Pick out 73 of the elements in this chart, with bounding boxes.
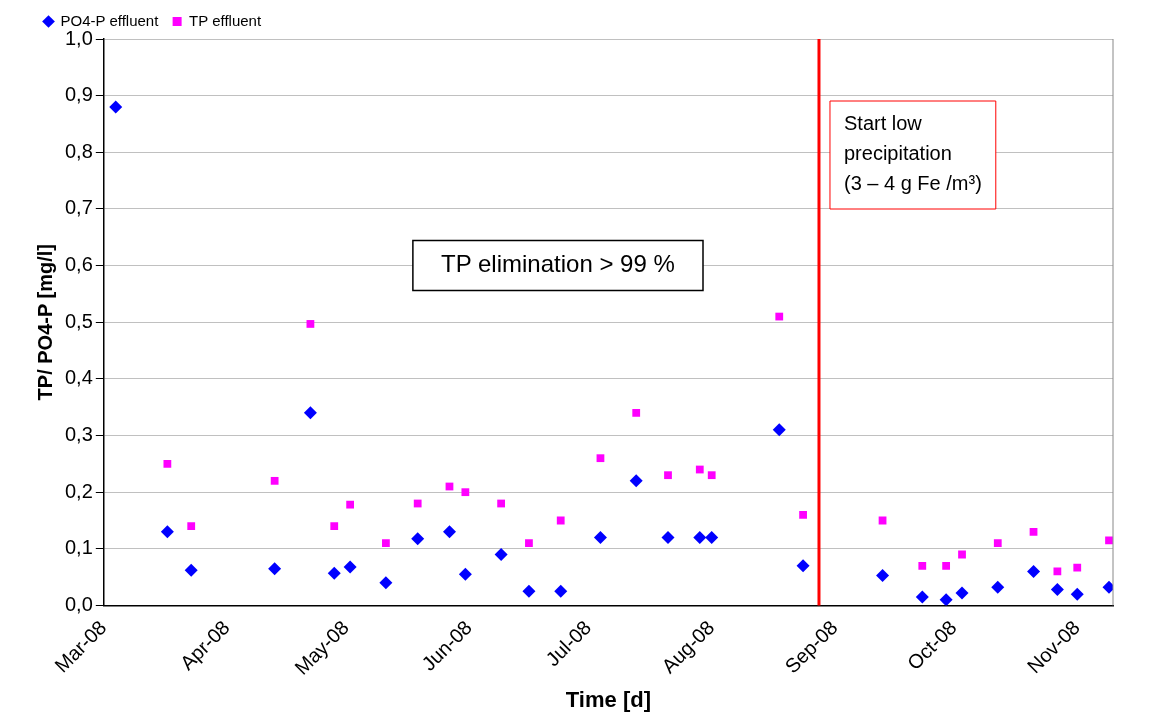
point xyxy=(915,590,929,604)
y-axis-title: TP/ PO4-P [mg/l] xyxy=(33,244,56,401)
point xyxy=(160,525,174,539)
point xyxy=(554,584,568,598)
y-tick-label: 0,0 xyxy=(64,592,93,615)
y-tick-label: 0,6 xyxy=(64,253,93,276)
y-tick-label: 0,4 xyxy=(64,366,93,389)
y-tick-label: 0,5 xyxy=(64,309,93,332)
point xyxy=(918,561,927,570)
point xyxy=(442,525,456,539)
y-tick-label: 0,3 xyxy=(64,423,93,446)
point xyxy=(1073,563,1082,572)
point xyxy=(109,100,123,114)
ref-line-label: Start low precipitation (3 – 4 g Fe /m³) xyxy=(843,111,982,194)
point xyxy=(556,516,565,525)
y-tick-label: 0,1 xyxy=(64,536,93,559)
point xyxy=(629,474,643,488)
point xyxy=(775,312,784,321)
point xyxy=(497,499,506,508)
point xyxy=(799,510,807,519)
point xyxy=(695,465,704,474)
x-axis-title: Time [d] xyxy=(565,686,651,712)
point xyxy=(1050,583,1064,597)
point xyxy=(522,584,536,598)
point xyxy=(664,471,672,480)
y-tick-label: 1,0 xyxy=(64,26,93,49)
point xyxy=(494,547,508,561)
point xyxy=(772,423,786,437)
point xyxy=(705,531,719,544)
point xyxy=(707,471,716,480)
point xyxy=(796,559,810,573)
point xyxy=(187,522,196,531)
point xyxy=(1105,536,1113,545)
y-tick-label: 0,7 xyxy=(64,196,93,219)
point xyxy=(1027,564,1041,578)
point xyxy=(458,567,472,581)
legend-label: PO4-P effluent xyxy=(60,11,160,29)
point xyxy=(163,459,172,468)
point xyxy=(303,406,317,420)
point xyxy=(184,563,198,577)
point xyxy=(382,539,390,548)
point xyxy=(379,576,393,590)
y-tick-label: 0,2 xyxy=(64,479,93,502)
point xyxy=(413,499,422,508)
point xyxy=(270,476,279,485)
point xyxy=(958,550,966,559)
point xyxy=(330,522,339,531)
point xyxy=(1029,527,1038,536)
point xyxy=(525,539,533,548)
point xyxy=(411,532,425,546)
point xyxy=(632,408,641,417)
y-tick-label: 0,8 xyxy=(64,139,93,162)
point xyxy=(327,566,341,580)
point xyxy=(306,320,315,328)
point xyxy=(593,531,607,544)
point xyxy=(1070,587,1084,601)
point xyxy=(596,454,605,463)
point xyxy=(939,593,953,606)
point xyxy=(693,531,707,544)
point xyxy=(942,561,951,570)
point xyxy=(461,488,470,497)
annotation: TP elimination > 99 % xyxy=(441,250,675,278)
point xyxy=(991,580,1005,594)
point xyxy=(268,562,282,576)
point xyxy=(343,560,357,574)
point xyxy=(955,586,969,600)
point xyxy=(1053,567,1062,576)
point xyxy=(661,531,675,544)
point xyxy=(993,539,1002,548)
point xyxy=(346,500,355,509)
y-tick-label: 0,9 xyxy=(64,83,93,106)
point xyxy=(876,568,890,582)
legend-label: TP effluent xyxy=(189,11,262,29)
